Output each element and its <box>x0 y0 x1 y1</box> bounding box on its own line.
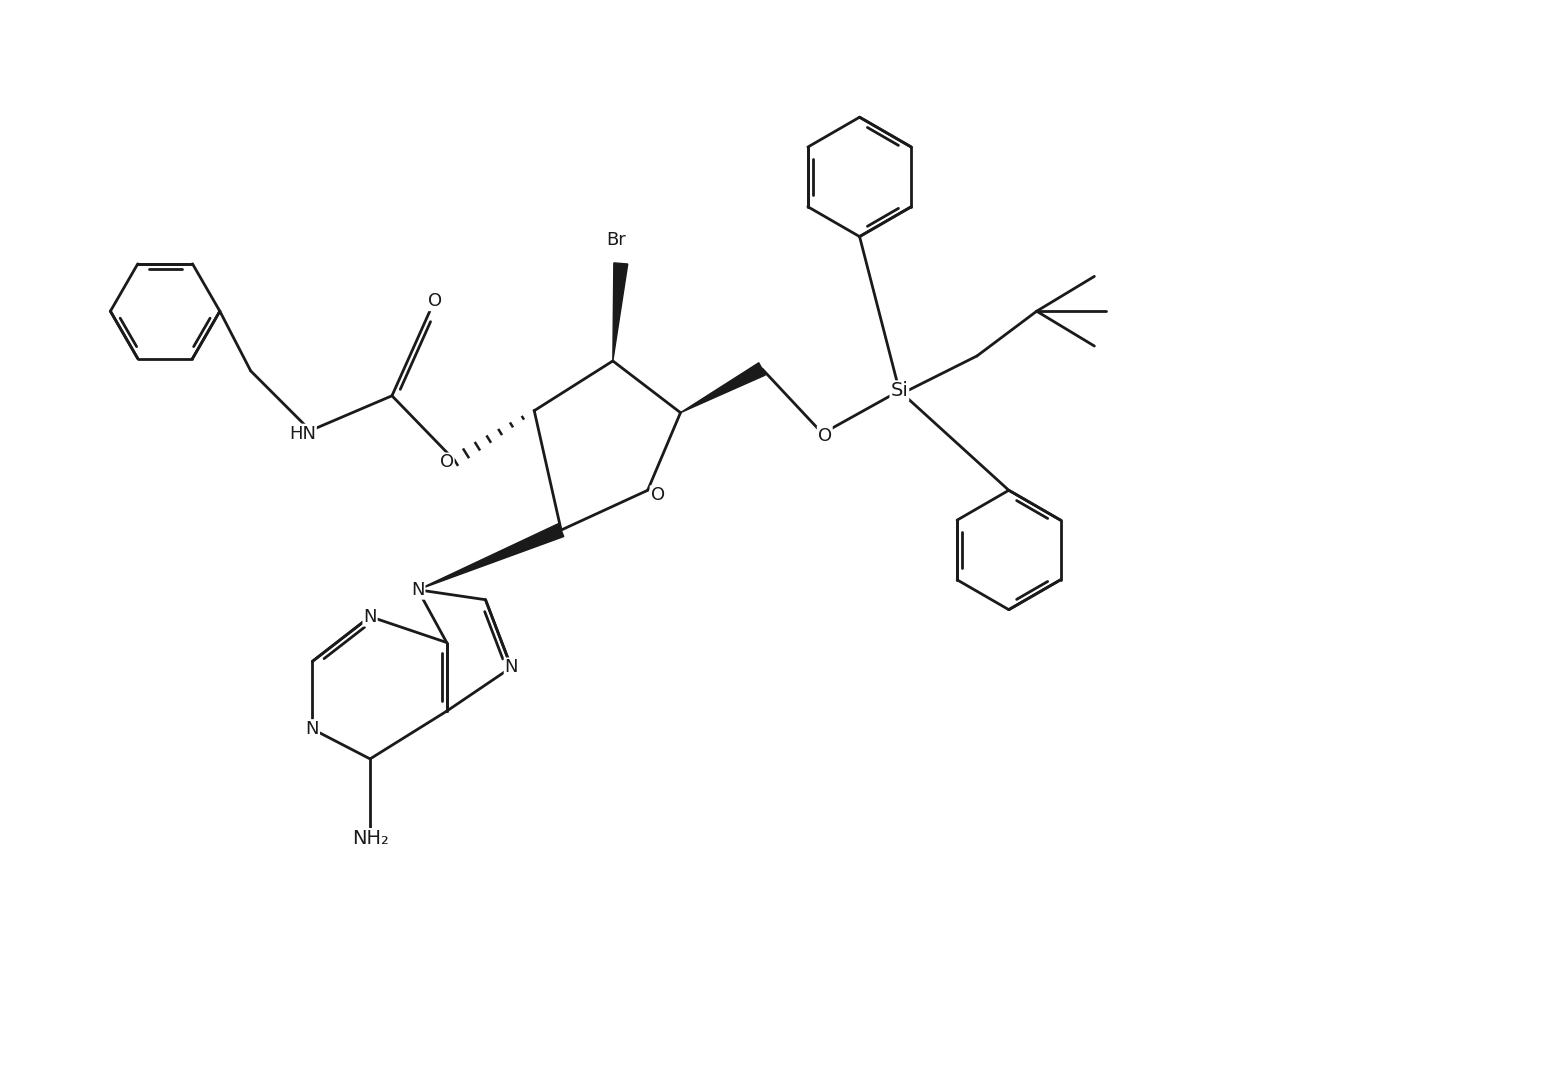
Text: Br: Br <box>605 230 625 249</box>
Text: N: N <box>363 607 377 626</box>
Text: HN: HN <box>289 425 317 443</box>
Polygon shape <box>613 263 627 361</box>
Text: O: O <box>428 292 442 311</box>
Text: N: N <box>411 581 425 598</box>
Text: O: O <box>439 453 453 471</box>
Text: N: N <box>306 720 320 738</box>
Text: Si: Si <box>891 382 908 400</box>
Text: N: N <box>504 658 518 677</box>
Polygon shape <box>417 523 563 590</box>
Polygon shape <box>680 363 765 413</box>
Text: NH₂: NH₂ <box>352 829 388 848</box>
Text: O: O <box>650 486 664 505</box>
Text: O: O <box>818 426 832 445</box>
